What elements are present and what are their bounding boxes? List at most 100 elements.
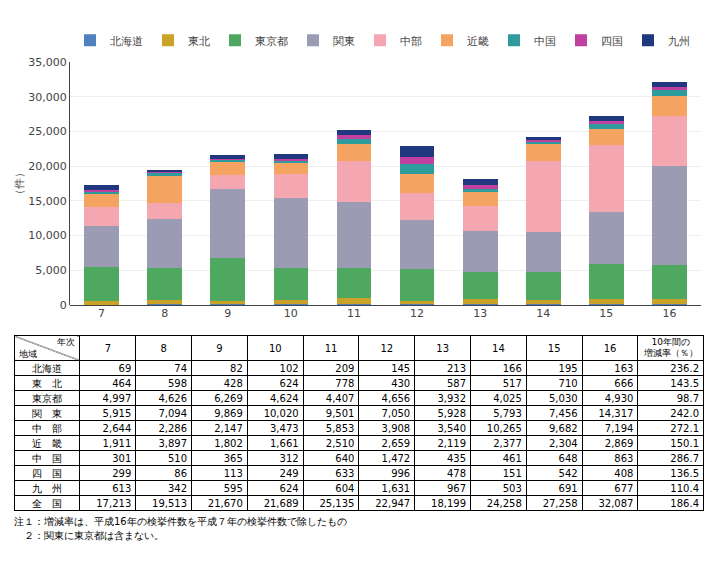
html-text:3,908: 3,908 <box>381 422 411 434</box>
html-text:10,020: 10,020 <box>263 407 299 419</box>
html-text:710: 710 <box>558 377 578 389</box>
html-text:624: 624 <box>279 377 299 389</box>
svg-text:東北: 東北 <box>188 35 210 48</box>
html-text:7,094: 7,094 <box>158 407 187 419</box>
html-text:東京都: 東京都 <box>32 392 63 404</box>
html-text:272.1: 272.1 <box>670 422 699 434</box>
html-text:近 畿: 近 畿 <box>32 437 63 449</box>
html-text:209: 209 <box>335 362 355 374</box>
svg-text:10: 10 <box>284 307 298 320</box>
html-text:102: 102 <box>279 362 299 374</box>
html-text:587: 587 <box>446 377 466 389</box>
html-text:6,269: 6,269 <box>214 392 243 404</box>
svg-text:15,000: 15,000 <box>28 195 67 208</box>
html-text:13: 13 <box>436 342 449 354</box>
html-text:10,265: 10,265 <box>486 422 522 434</box>
html-text:16: 16 <box>603 342 617 354</box>
html-text:145: 145 <box>391 362 411 374</box>
html-text:15: 15 <box>547 342 561 354</box>
html-text:517: 517 <box>502 377 522 389</box>
html-text:2,147: 2,147 <box>214 422 243 434</box>
svg-text:（件）: （件） <box>13 167 26 200</box>
html-text:11: 11 <box>324 342 338 354</box>
svg-text:中国: 中国 <box>534 35 556 48</box>
svg-text:30,000: 30,000 <box>28 91 67 104</box>
html-text:2,644: 2,644 <box>102 422 132 434</box>
html-text:5,915: 5,915 <box>102 407 132 419</box>
html-text:3,473: 3,473 <box>270 422 299 434</box>
html-text:69: 69 <box>118 362 132 374</box>
html-text:143.5: 143.5 <box>670 377 699 389</box>
svg-text:九州: 九州 <box>668 35 690 48</box>
svg-text:北海道: 北海道 <box>110 35 143 48</box>
html-text:98.7: 98.7 <box>676 392 699 404</box>
svg-text:25,000: 25,000 <box>28 125 67 138</box>
html-text:14,317: 14,317 <box>598 407 634 419</box>
html-text:5,853: 5,853 <box>325 422 355 434</box>
html-text:12: 12 <box>380 342 394 354</box>
html-text:598: 598 <box>168 377 187 389</box>
html-text:430: 430 <box>391 377 411 389</box>
svg-text:20,000: 20,000 <box>28 160 67 173</box>
html-text:778: 778 <box>335 377 355 389</box>
html-text:4,624: 4,624 <box>270 392 299 404</box>
html-text:東 北: 東 北 <box>32 377 63 389</box>
svg-text:14: 14 <box>536 307 550 320</box>
svg-text:中部: 中部 <box>400 35 422 48</box>
svg-text:12: 12 <box>410 307 424 320</box>
svg-text:7: 7 <box>98 307 105 320</box>
html-text:5,793: 5,793 <box>493 407 522 419</box>
html-text:9,869: 9,869 <box>214 407 243 419</box>
html-text:中 部: 中 部 <box>32 422 63 434</box>
svg-text:東京都: 東京都 <box>255 35 288 48</box>
html-text:北海道: 北海道 <box>32 362 63 374</box>
html-text:9,501: 9,501 <box>325 407 355 419</box>
html-text:10: 10 <box>268 342 282 354</box>
html-text:242.0: 242.0 <box>670 407 699 419</box>
html-text:5,928: 5,928 <box>437 407 466 419</box>
html-text:4,656: 4,656 <box>381 392 411 404</box>
svg-text:近畿: 近畿 <box>467 35 489 48</box>
html-text:464: 464 <box>112 377 132 389</box>
svg-text:15: 15 <box>599 307 613 320</box>
svg-text:16: 16 <box>662 307 676 320</box>
html-text:9,682: 9,682 <box>549 422 578 434</box>
html-text:3,932: 3,932 <box>437 392 466 404</box>
html-text:74: 74 <box>174 362 187 374</box>
html-text:666: 666 <box>614 377 634 389</box>
html-text:5,030: 5,030 <box>549 392 578 404</box>
html-text:7,456: 7,456 <box>549 407 578 419</box>
html-text:4,025: 4,025 <box>493 392 522 404</box>
html-text:1,802: 1,802 <box>214 437 243 449</box>
html-text:82: 82 <box>230 362 243 374</box>
svg-text:13: 13 <box>473 307 487 320</box>
html-text:4,997: 4,997 <box>102 392 132 404</box>
html-text:213: 213 <box>446 362 466 374</box>
html-text:163: 163 <box>614 362 634 374</box>
svg-text:関東: 関東 <box>333 35 355 48</box>
html-text:関 東: 関 東 <box>32 407 63 419</box>
html-text:3,897: 3,897 <box>158 437 187 449</box>
svg-text:11: 11 <box>347 307 361 320</box>
html-text:3,540: 3,540 <box>437 422 466 434</box>
svg-text:8: 8 <box>161 307 168 320</box>
svg-text:10,000: 10,000 <box>28 229 67 242</box>
html-text:4,930: 4,930 <box>604 392 634 404</box>
html-text:2,286: 2,286 <box>158 422 187 434</box>
html-text:4,407: 4,407 <box>325 392 355 404</box>
html-text:7,050: 7,050 <box>381 407 411 419</box>
html-text:236.2: 236.2 <box>670 362 699 374</box>
html-text:4,626: 4,626 <box>158 392 187 404</box>
html-text:7,194: 7,194 <box>604 422 634 434</box>
svg-text:四国: 四国 <box>601 35 623 48</box>
svg-text:35,000: 35,000 <box>28 56 67 69</box>
html-text:1,911: 1,911 <box>102 437 132 449</box>
svg-text:9: 9 <box>224 307 231 320</box>
html-text:195: 195 <box>558 362 578 374</box>
html-text:14: 14 <box>492 342 505 354</box>
svg-text:0: 0 <box>60 299 67 312</box>
svg-text:5,000: 5,000 <box>35 264 67 277</box>
html-text:10年間の 増減率（％）: 10年間の 増減率（％） <box>643 337 698 358</box>
html-text:428: 428 <box>223 377 243 389</box>
html-text:166: 166 <box>502 362 522 374</box>
